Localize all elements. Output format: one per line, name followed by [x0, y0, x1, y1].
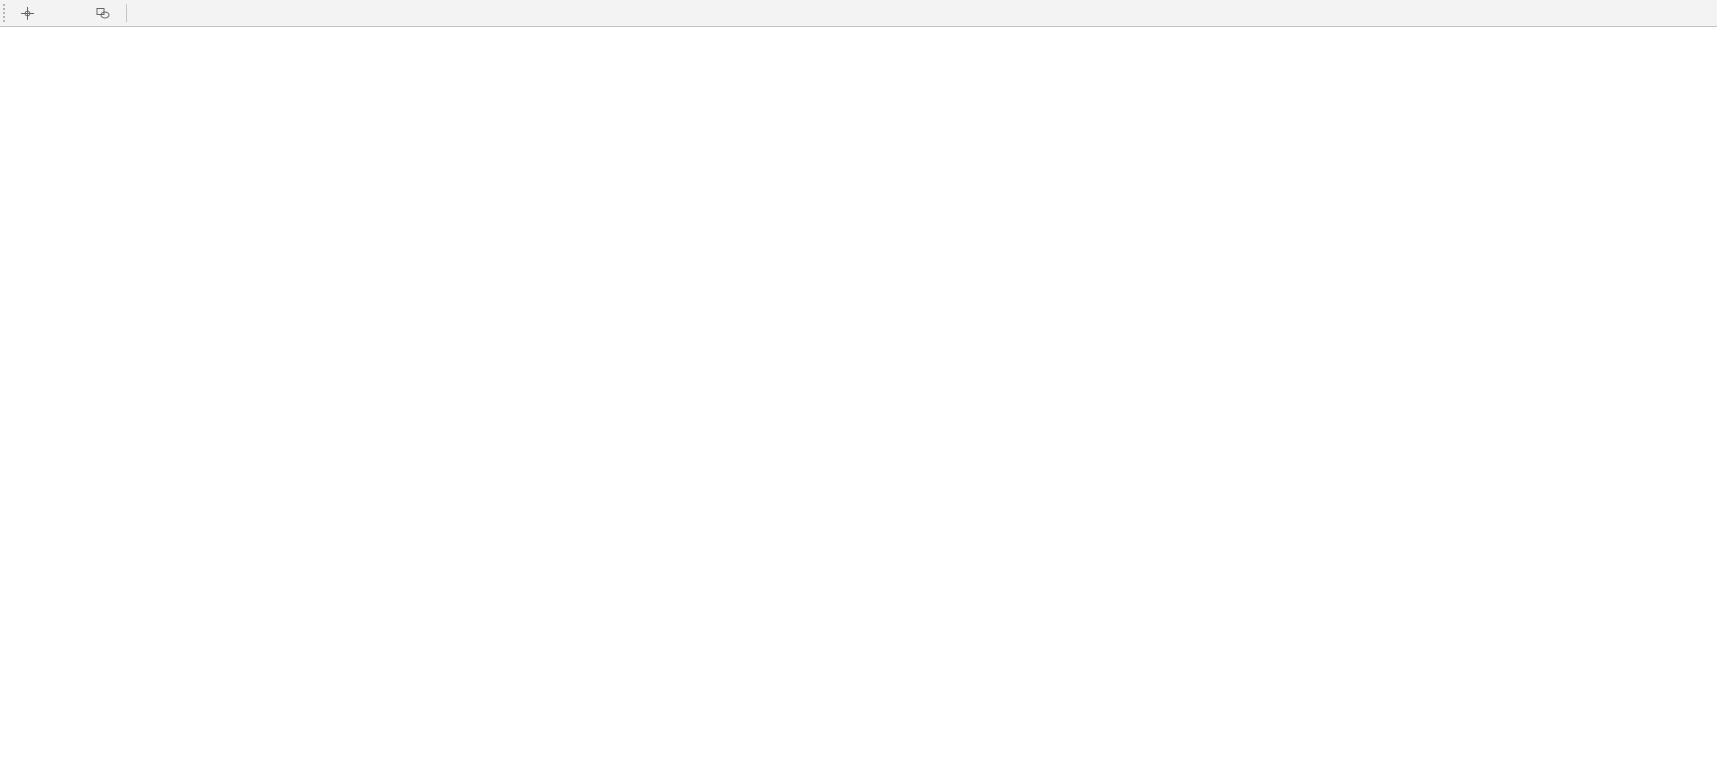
timeframe-button-m15[interactable]	[189, 3, 215, 24]
toolbar-drag-handle[interactable]	[3, 4, 10, 22]
toolbar	[0, 0, 1717, 27]
label-tool-button[interactable]	[66, 3, 88, 24]
price-axis[interactable]	[1671, 27, 1717, 748]
shapes-icon	[96, 7, 110, 19]
timeframe-button-m30[interactable]	[216, 3, 242, 24]
timeframe-button-m1[interactable]	[135, 3, 161, 24]
text-tool-button[interactable]	[42, 3, 64, 24]
timeframe-button-h1[interactable]	[243, 3, 269, 24]
toolbar-separator	[126, 4, 127, 22]
timeframe-button-h4[interactable]	[270, 3, 296, 24]
shapes-tool-button[interactable]	[90, 3, 118, 24]
timeframe-button-m5[interactable]	[162, 3, 188, 24]
timeframe-button-d1[interactable]	[297, 3, 323, 24]
time-axis[interactable]	[0, 748, 1671, 771]
timeframe-switcher	[135, 3, 377, 24]
timeframe-button-w1[interactable]	[324, 3, 350, 24]
timeframe-button-mn[interactable]	[351, 3, 377, 24]
crosshair-tool-button[interactable]	[15, 3, 40, 24]
crosshair-icon	[21, 6, 34, 20]
